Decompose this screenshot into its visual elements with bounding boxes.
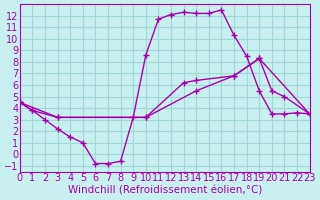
X-axis label: Windchill (Refroidissement éolien,°C): Windchill (Refroidissement éolien,°C) (68, 186, 262, 196)
